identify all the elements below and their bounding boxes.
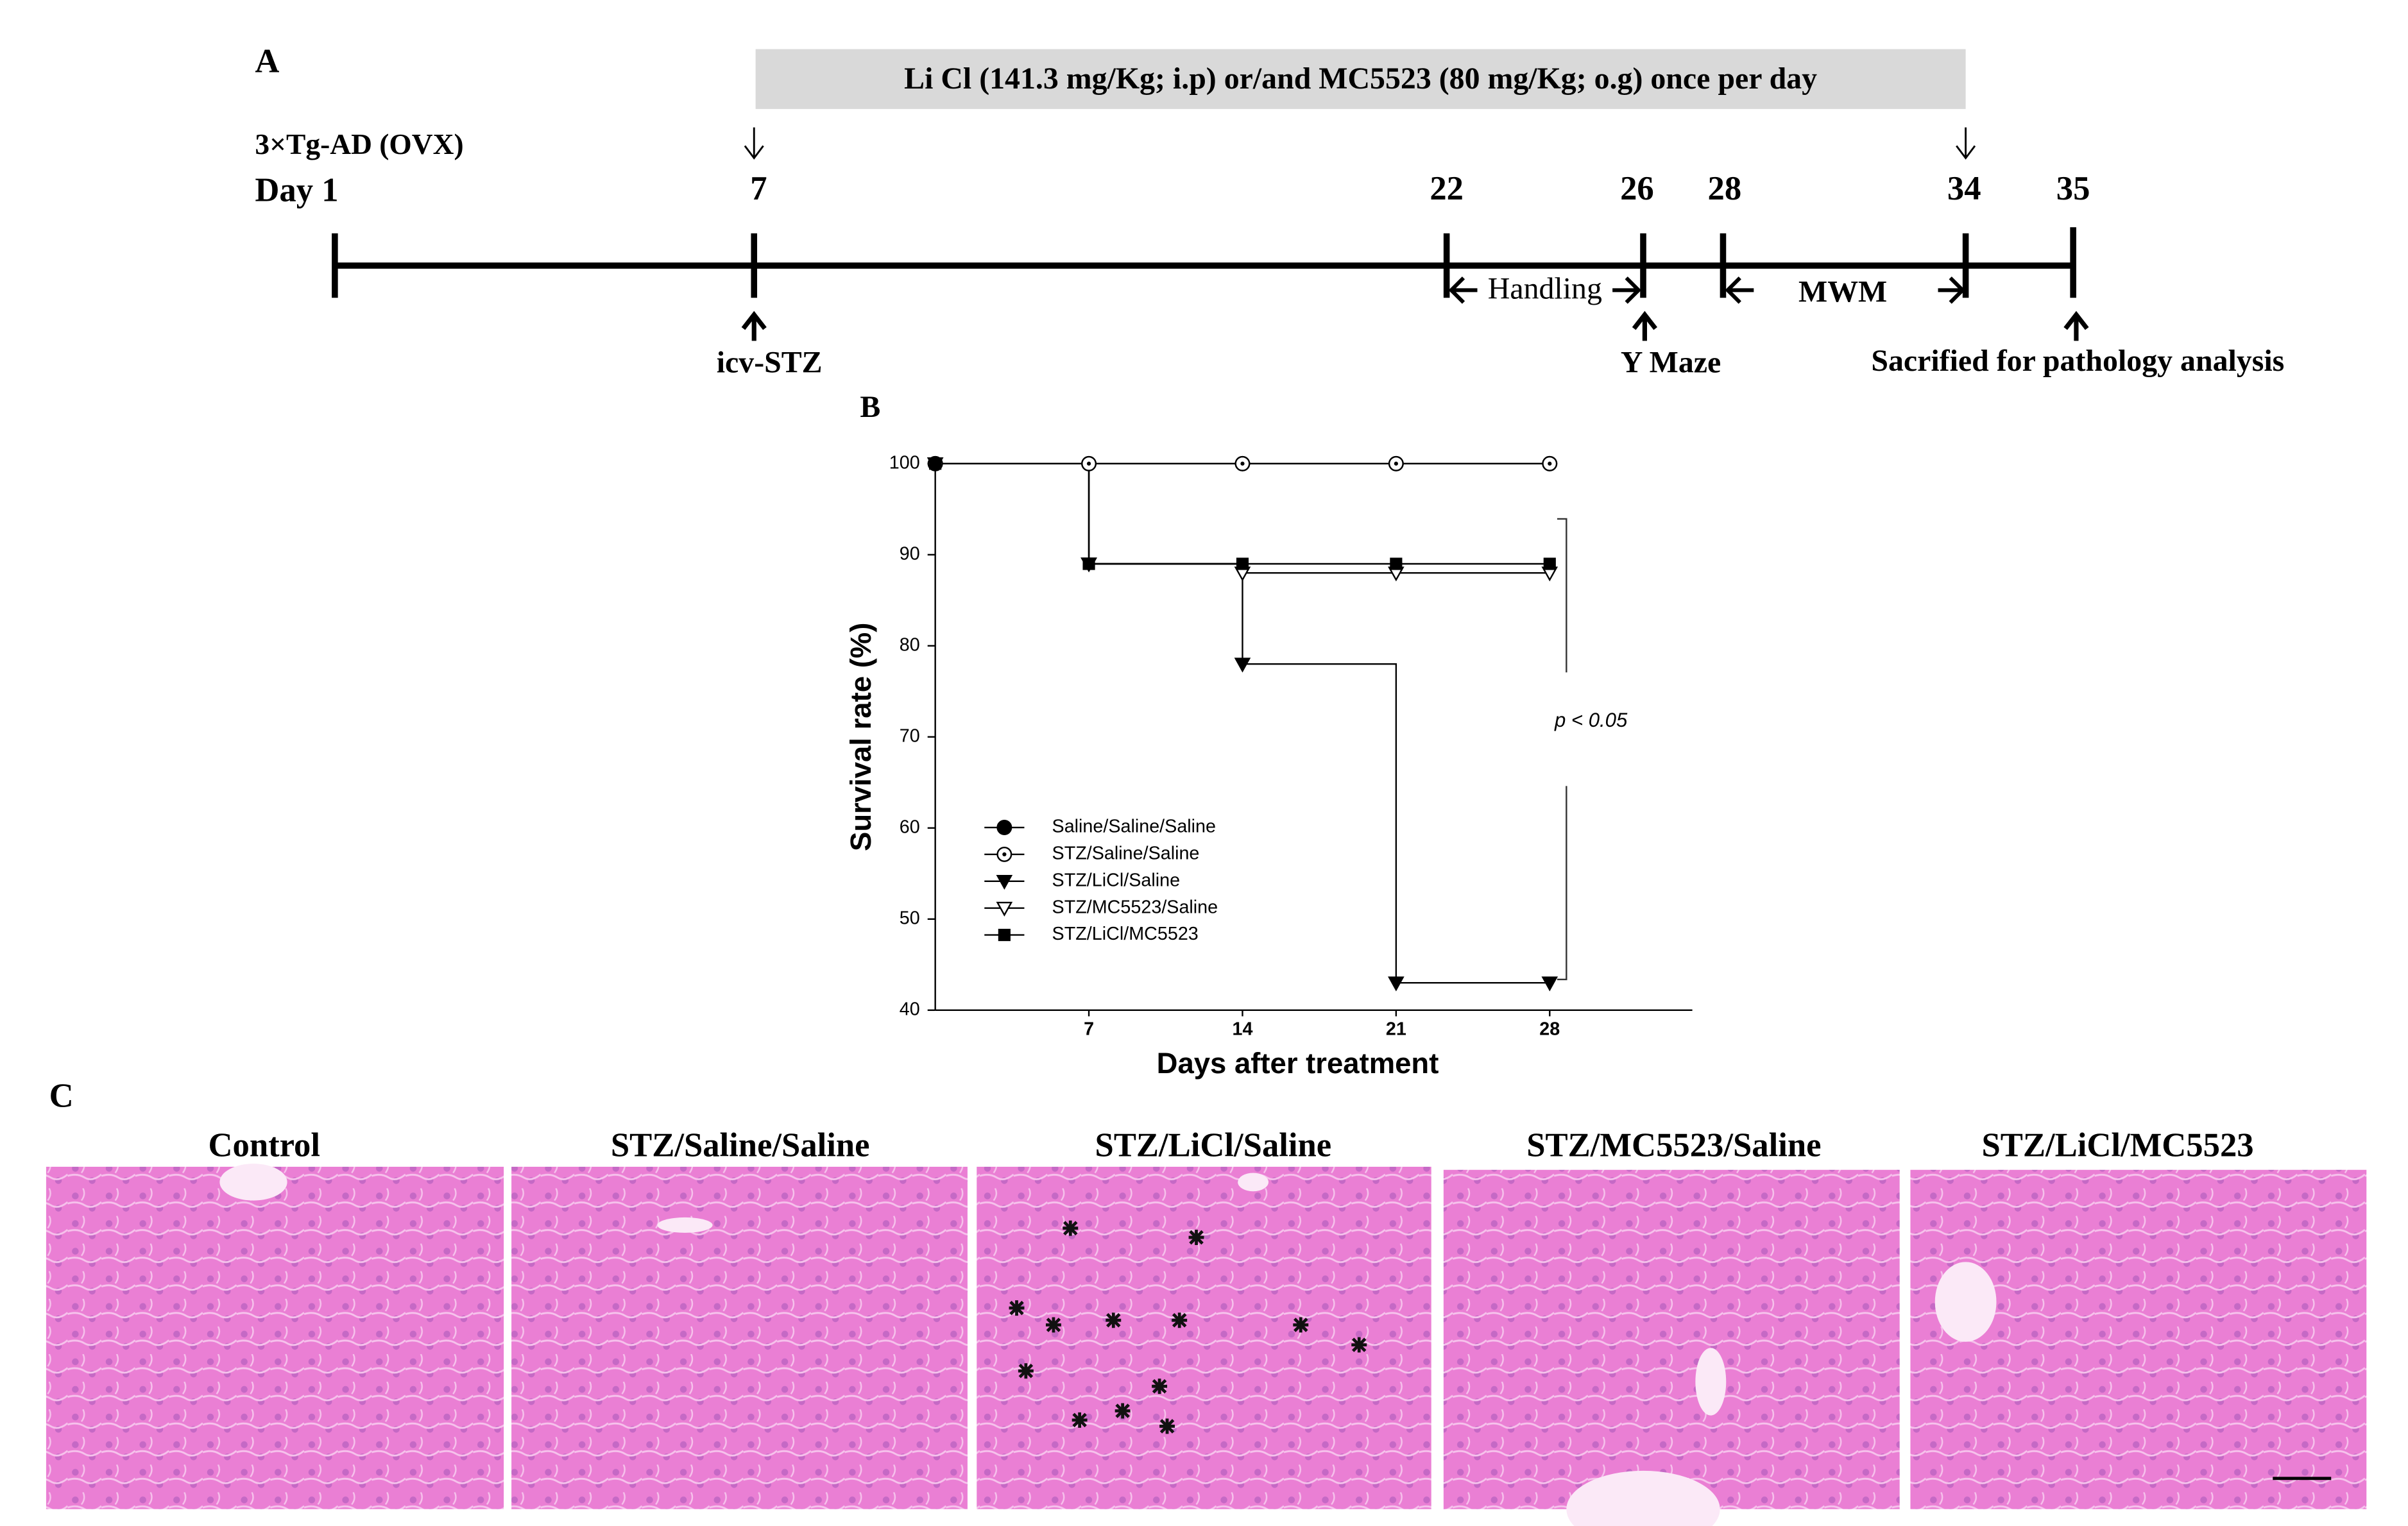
interval-label: MWM [1798, 275, 1887, 309]
marker [1236, 557, 1249, 570]
marker [1388, 976, 1405, 992]
y-tick-label: 80 [900, 634, 920, 655]
histology-image [1910, 1169, 2367, 1509]
panel-label: B [860, 390, 880, 424]
legend-label: STZ/MC5523/Saline [1052, 897, 1218, 917]
image-title: STZ/LiCl/MC5523 [1981, 1126, 2253, 1164]
image-title: STZ/MC5523/Saline [1526, 1126, 1821, 1164]
marker [929, 457, 942, 470]
day-start: Day 1 [255, 172, 338, 209]
marker [1541, 976, 1558, 992]
x-axis-label: Days after treatment [1157, 1047, 1439, 1080]
treatment-text: Li Cl (141.3 mg/Kg; i.p) or/and MC5523 (… [904, 62, 1817, 96]
marker [1390, 557, 1403, 570]
x-tick-label: 21 [1386, 1019, 1406, 1040]
legend-marker [996, 874, 1013, 890]
event-label: icv-STZ [717, 346, 823, 380]
panel-label: A [255, 43, 279, 80]
x-tick-label: 7 [1084, 1019, 1094, 1040]
histology-image [46, 1166, 504, 1509]
survival-line [935, 462, 1550, 574]
panel-a: A Li Cl (141.3 mg/Kg; i.p) or/and MC5523… [255, 43, 2284, 380]
marker [1543, 557, 1556, 570]
y-tick-label: 60 [900, 817, 920, 837]
vessels [219, 1164, 1997, 1526]
treatment-banner [755, 49, 1966, 109]
panel-label: C [49, 1078, 74, 1115]
histology-image [1443, 1169, 1900, 1509]
y-tick-label: 70 [900, 725, 920, 746]
annotation: p < 0.05 [1554, 709, 1628, 731]
significance-bracket [1557, 518, 1567, 981]
day-label: 7 [750, 170, 767, 207]
day-label: 34 [1947, 170, 1981, 207]
marker-dot [1394, 461, 1398, 466]
y-tick-label: 40 [900, 999, 920, 1019]
legend-label: STZ/LiCl/Saline [1052, 870, 1181, 890]
y-axis-label: Survival rate (%) [844, 623, 877, 851]
interval-label: Handling [1488, 272, 1602, 306]
x-tick-label: 14 [1232, 1019, 1252, 1040]
event-label: Sacrified for pathology analysis [1871, 344, 2284, 378]
marker-dot [1086, 461, 1091, 466]
timeline [332, 227, 2076, 298]
survival-line [935, 462, 1550, 984]
marker [1234, 657, 1251, 673]
day-label: 28 [1708, 170, 1742, 207]
image-title: Control [209, 1126, 321, 1164]
day-label: 26 [1620, 170, 1654, 207]
y-tick-label: 100 [889, 452, 920, 473]
panel-b: B Days after treatment Survival rate (%)… [844, 390, 1693, 1080]
model-label: 3×Tg-AD (OVX) [255, 128, 463, 160]
marker-dot [1240, 461, 1245, 466]
legend-label: STZ/Saline/Saline [1052, 843, 1200, 863]
event-arrows [741, 310, 2089, 341]
legend-label: STZ/LiCl/MC5523 [1052, 924, 1199, 944]
legend-marker [996, 820, 1012, 835]
y-tick-label: 50 [900, 908, 920, 928]
x-tick-label: 28 [1539, 1019, 1560, 1040]
panel-c: C Control [46, 1078, 2367, 1526]
marker-dot [1548, 461, 1552, 466]
legend-marker [998, 928, 1011, 942]
event-label: Y Maze [1621, 346, 1721, 380]
day-label: 35 [2056, 170, 2090, 207]
histology-image [511, 1166, 968, 1509]
thin-arrows [744, 127, 1976, 160]
interval-arrows [1448, 276, 1966, 304]
legend-marker [996, 901, 1013, 917]
marker [1082, 557, 1095, 570]
survival-line [935, 462, 1550, 565]
marker-dot [1002, 852, 1007, 857]
image-title: STZ/LiCl/Saline [1095, 1126, 1332, 1164]
day-label: 22 [1430, 170, 1464, 207]
legend-label: Saline/Saline/Saline [1052, 817, 1216, 837]
histology-image [977, 1166, 1431, 1509]
y-tick-label: 90 [900, 543, 920, 564]
image-title: STZ/Saline/Saline [611, 1126, 870, 1164]
